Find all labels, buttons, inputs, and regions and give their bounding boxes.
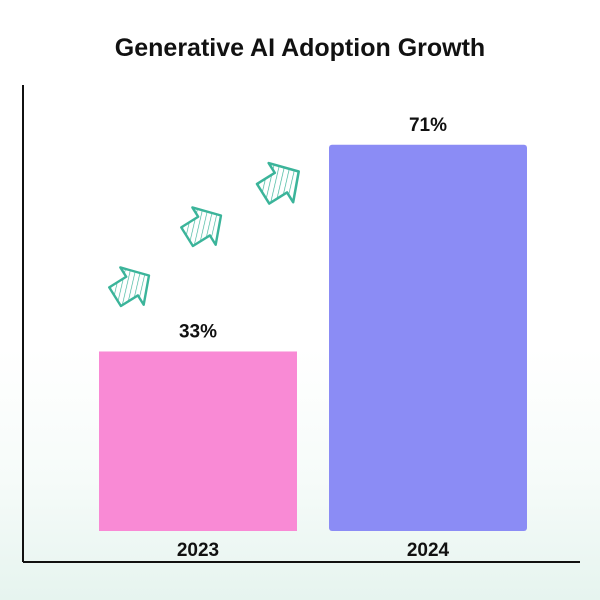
sketch-arrow-icon (108, 266, 151, 308)
x-tick-label-2024: 2024 (407, 540, 450, 561)
bar-2023 (99, 351, 297, 531)
data-label-2024: 71% (409, 115, 447, 136)
bars-group (99, 144, 527, 531)
sketch-arrow-icon (255, 161, 300, 205)
x-tick-label-2023: 2023 (177, 540, 219, 561)
growth-arrows (108, 161, 300, 308)
data-label-2023: 33% (179, 321, 217, 342)
sketch-arrow-icon (180, 206, 223, 248)
chart-title: Generative AI Adoption Growth (115, 34, 485, 62)
bar-2024 (329, 144, 527, 531)
